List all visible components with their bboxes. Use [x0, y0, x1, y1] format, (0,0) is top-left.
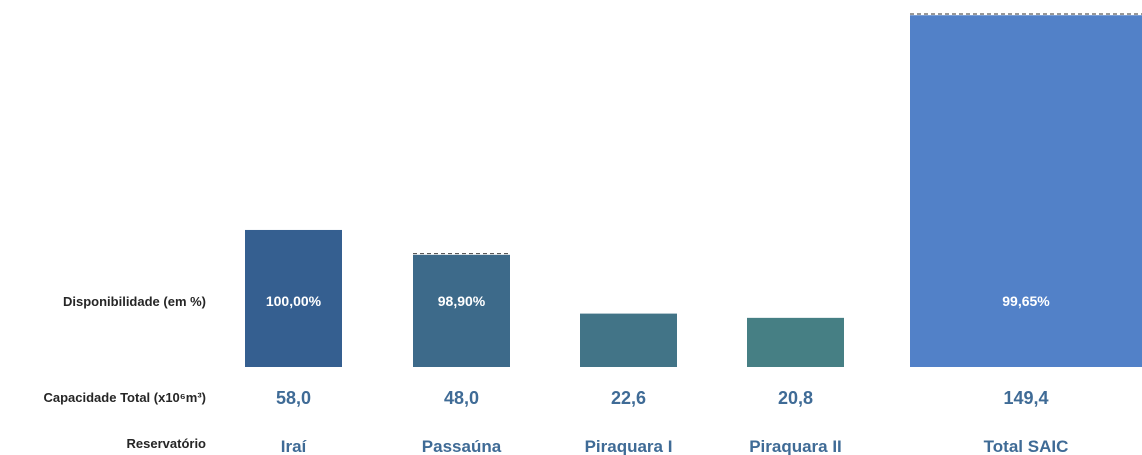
capacity-label-1: 48,0: [444, 388, 479, 408]
bar-1: [413, 255, 510, 367]
capacity-label-2: 22,6: [611, 388, 646, 408]
category-label-2: Piraquara I: [585, 437, 673, 455]
bar-2: [580, 314, 677, 367]
capacity-label-3: 20,8: [778, 388, 813, 408]
availability-label-2: 100,00%: [601, 293, 657, 309]
availability-label-4: 99,65%: [1002, 293, 1050, 309]
availability-label-3: 100,00%: [768, 293, 824, 309]
category-label-1: Passaúna: [422, 437, 502, 455]
capacity-label-0: 58,0: [276, 388, 311, 408]
category-label-3: Piraquara II: [749, 437, 842, 455]
availability-label-0: 100,00%: [266, 293, 322, 309]
bar-4: [910, 15, 1142, 367]
bar-3: [747, 318, 844, 367]
category-label-4: Total SAIC: [984, 437, 1069, 455]
availability-label-1: 98,90%: [438, 293, 486, 309]
category-label-0: Iraí: [281, 437, 308, 455]
capacity-label-4: 149,4: [1003, 388, 1048, 408]
